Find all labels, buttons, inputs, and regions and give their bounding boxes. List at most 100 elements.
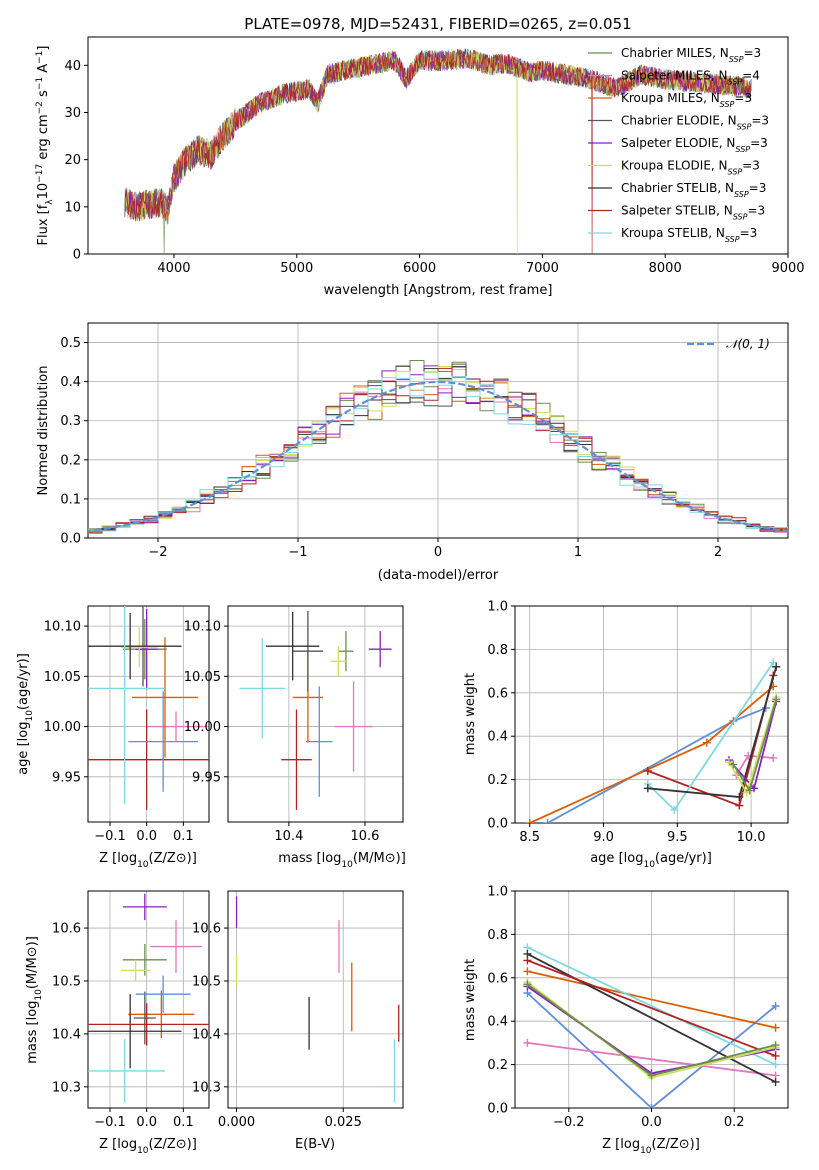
y-tick-label: 0.8 bbox=[487, 928, 508, 943]
legend-nssp-value: 3 bbox=[761, 114, 769, 128]
y-tick-label: 10.5 bbox=[192, 974, 221, 989]
legend-series-name: Salpeter ELODIE bbox=[621, 136, 719, 150]
y-axis-label-subscript: 10 bbox=[34, 989, 44, 1001]
y-tick-label: 9.95 bbox=[192, 770, 221, 785]
weight-marker bbox=[523, 1038, 532, 1047]
plot-area bbox=[88, 360, 788, 534]
legend-nssp-prefix: , N bbox=[711, 69, 728, 83]
x-axis-label: wavelength [Angstrom, rest frame] bbox=[324, 283, 553, 298]
x-tick-label: −0.1 bbox=[94, 1115, 126, 1130]
x-axis-label-subscript: 10 bbox=[137, 1146, 149, 1156]
x-tick-label: 4000 bbox=[157, 261, 190, 276]
legend-nssp-eq: = bbox=[751, 114, 761, 128]
y-axis-label-part: −1 bbox=[35, 77, 45, 90]
weight-marker bbox=[771, 1077, 780, 1086]
weight-marker bbox=[643, 784, 652, 793]
chart-ebv-mass: 0.000 0.025 10.3 10.4 10.5 10.6 E(B-V) bbox=[192, 890, 404, 1152]
legend-nssp-eq: = bbox=[742, 159, 752, 173]
x-axis-label-text: age [log bbox=[590, 851, 643, 866]
y-tick-label: 10.3 bbox=[192, 1080, 221, 1095]
plot-frame bbox=[514, 605, 789, 824]
legend-nssp-value: 3 bbox=[752, 159, 760, 173]
chart-residuals: −2 −1 0 1 2 0.0 0.1 0.2 0.3 0.4 0.5 (data-model)/er… bbox=[36, 322, 789, 583]
legend-nssp-value: 3 bbox=[750, 226, 758, 240]
legend-nssp-subscript: SSP bbox=[735, 145, 750, 154]
x-axis-label: Z [log10(Z/Z⊙)] bbox=[602, 1137, 700, 1156]
legend-nssp-subscript: SSP bbox=[737, 122, 752, 131]
weight-marker bbox=[543, 819, 552, 823]
y-axis-label: age [log10(age/yr)] bbox=[16, 653, 35, 775]
y-tick-label: 0.0 bbox=[60, 532, 81, 547]
x-axis-label-subscript: 10 bbox=[137, 860, 149, 870]
x-axis-label-text: Z [log bbox=[602, 1137, 640, 1152]
y-axis-label: Flux [fλ10−17 erg cm−2 s−1 A−1] bbox=[35, 46, 55, 246]
y-axis-label-suffix: (M/M⊙)] bbox=[25, 936, 40, 989]
y-tick-label: 0.1 bbox=[60, 492, 81, 507]
plot-frame bbox=[87, 36, 789, 255]
x-tick-label: −0.2 bbox=[553, 1115, 585, 1130]
weight-marker bbox=[735, 792, 744, 801]
y-tick-label: 0 bbox=[73, 248, 81, 263]
y-tick-label: 0.6 bbox=[487, 686, 508, 701]
y-tick-label: 10.3 bbox=[52, 1080, 81, 1095]
legend-entry: Kroupa STELIB, NSSP=3 bbox=[621, 226, 757, 244]
legend-nssp-eq: = bbox=[750, 136, 760, 150]
legend-nssp-value: 4 bbox=[752, 69, 760, 83]
x-axis-label-subscript: 10 bbox=[643, 860, 655, 870]
chart-title: PLATE=0978, MJD=52431, FIBERID=0265, z=0… bbox=[244, 15, 631, 33]
weight-marker bbox=[523, 980, 532, 989]
y-axis-label: mass [log10(M/M⊙)] bbox=[25, 936, 44, 1064]
weight-line bbox=[527, 959, 776, 1057]
x-axis-label-text: mass [log bbox=[278, 851, 341, 866]
legend-nssp-value: 3 bbox=[744, 91, 752, 105]
plot-frame bbox=[227, 605, 404, 823]
legend-entry: Chabrier MILES, NSSP=3 bbox=[621, 46, 761, 64]
y-tick-label: 10 bbox=[64, 200, 81, 215]
x-axis-label-suffix: (M/M⊙)] bbox=[353, 851, 406, 866]
legend-nssp-prefix: , N bbox=[716, 204, 733, 218]
legend-entry: Chabrier STELIB, NSSP=3 bbox=[621, 181, 766, 199]
x-tick-label: 9.5 bbox=[667, 830, 688, 845]
y-tick-label: 10.10 bbox=[44, 620, 81, 635]
legend-nssp-subscript: SSP bbox=[728, 167, 743, 176]
plot-area bbox=[523, 943, 780, 1108]
y-tick-label: 0.0 bbox=[487, 817, 508, 832]
x-tick-label: 6000 bbox=[403, 261, 436, 276]
weight-marker bbox=[647, 1104, 656, 1108]
legend-nssp-subscript: SSP bbox=[720, 100, 735, 109]
weight-marker bbox=[745, 786, 754, 795]
legend-nssp-eq: = bbox=[749, 181, 759, 195]
legend-nssp-value: 3 bbox=[760, 136, 768, 150]
x-axis-label: Z [log10(Z/Z⊙)] bbox=[99, 1137, 197, 1156]
x-tick-label: 1 bbox=[574, 545, 582, 560]
y-tick-label: 0.4 bbox=[487, 1015, 508, 1030]
x-tick-label: 8000 bbox=[649, 261, 682, 276]
x-tick-label: 2 bbox=[714, 545, 722, 560]
x-tick-label: 0.0 bbox=[641, 1115, 662, 1130]
legend-series-name: Kroupa ELODIE bbox=[621, 159, 711, 173]
x-axis-label: Z [log10(Z/Z⊙)] bbox=[99, 851, 197, 870]
weight-marker bbox=[525, 819, 534, 823]
weight-marker bbox=[772, 695, 781, 704]
weight-marker bbox=[735, 801, 744, 810]
legend-nssp-eq: = bbox=[740, 226, 750, 240]
plot-area bbox=[235, 896, 400, 1103]
legend-nssp-value: 3 bbox=[754, 46, 762, 60]
legend-entry: Kroupa ELODIE, NSSP=3 bbox=[621, 159, 760, 177]
spectrum-line-salpeter-stelib bbox=[124, 49, 752, 254]
y-axis-label-text: age [log bbox=[16, 722, 31, 775]
x-tick-label: 0.000 bbox=[218, 1115, 255, 1130]
plot-area bbox=[88, 893, 209, 1103]
legend-nssp-eq: = bbox=[742, 69, 752, 83]
y-tick-label: 10.5 bbox=[52, 974, 81, 989]
plot-frame bbox=[87, 322, 789, 539]
x-tick-label: 8.5 bbox=[519, 830, 540, 845]
weight-line bbox=[529, 685, 774, 823]
chart-Z-mass: −0.1 0.0 0.110.310.410.510.6Z [log10(Z/Z⊙)… bbox=[25, 890, 210, 1156]
chart-age-weight: 8.5 9.0 9.5 10.0 0.0 0.2 0.4 0.6 0.8 1.0 age [log1… bbox=[463, 600, 789, 870]
y-tick-label: 10.05 bbox=[44, 670, 81, 685]
chart-mass-age: 10.4 10.6 9.95 10.00 10.05 10.10 mass [log10(M… bbox=[184, 605, 406, 870]
weight-marker bbox=[724, 758, 733, 767]
gaussian-curve bbox=[88, 380, 788, 533]
